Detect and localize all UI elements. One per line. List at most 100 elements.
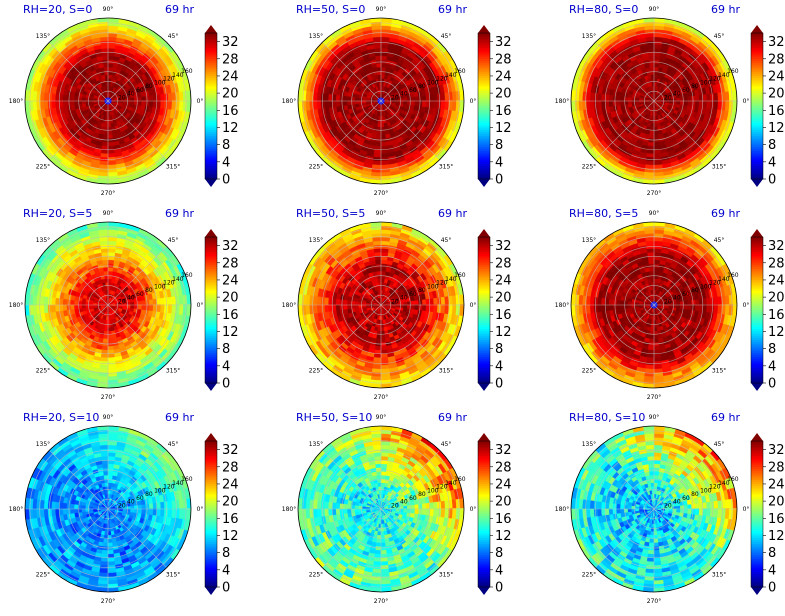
angle-tick-label: 180° bbox=[282, 98, 296, 105]
colorbar-tick-label: 20 bbox=[768, 87, 785, 102]
colorbar-tick-label: 12 bbox=[222, 121, 239, 136]
angle-tick-label: 270° bbox=[647, 190, 661, 197]
colorbar-extend-max bbox=[205, 25, 217, 33]
panel-title-right: 69 hr bbox=[165, 207, 194, 220]
colorbar-tick-label: 32 bbox=[222, 239, 239, 254]
angle-tick-label: 135° bbox=[36, 237, 50, 244]
colorbar-tick-label: 16 bbox=[222, 104, 239, 119]
radial-tick-label: 80 bbox=[418, 83, 426, 90]
polar-grid-1 bbox=[25, 18, 191, 184]
polar-grid-3 bbox=[571, 18, 737, 184]
colorbar-tick-label: 0 bbox=[222, 377, 230, 392]
panel-title-left: RH=20, S=5 bbox=[23, 207, 92, 220]
radial-tick-label: 80 bbox=[145, 83, 153, 90]
colorbar-tick-label: 32 bbox=[768, 35, 785, 50]
angle-tick-label: 315° bbox=[439, 163, 453, 170]
colorbar-tick-label: 8 bbox=[495, 138, 503, 153]
radial-tick-label: 160 bbox=[454, 68, 466, 75]
colorbar-tick-label: 8 bbox=[222, 342, 230, 357]
angle-tick-label: 180° bbox=[555, 98, 569, 105]
colorbar-tick-label: 24 bbox=[222, 273, 239, 288]
colorbar-tick-label: 0 bbox=[495, 173, 503, 188]
angle-tick-label: 225° bbox=[36, 367, 50, 374]
panel-title-right: 69 hr bbox=[711, 3, 740, 16]
radial-tick-label: 160 bbox=[727, 68, 739, 75]
radial-tick-label: 160 bbox=[181, 272, 193, 279]
panel-5: 2040608010012014016090°45°0°315°270°225°… bbox=[282, 207, 512, 401]
colorbar-extend-min bbox=[205, 383, 217, 391]
colorbar-tick-label: 28 bbox=[222, 256, 239, 271]
angle-tick-label: 135° bbox=[36, 33, 50, 40]
colorbar-3: 0 4 8 12 16 20 24 28 32 bbox=[751, 25, 785, 188]
colorbar-tick-label: 32 bbox=[495, 35, 512, 50]
radial-tick-label: 20 bbox=[118, 94, 126, 101]
panel-4: 2040608010012014016090°45°0°315°270°225°… bbox=[9, 207, 239, 401]
angle-tick-label: 0° bbox=[197, 98, 204, 105]
colorbar-extend-max bbox=[205, 229, 217, 237]
colorbar-tick-label: 4 bbox=[222, 359, 230, 374]
angle-tick-label: 315° bbox=[166, 163, 180, 170]
angle-tick-label: 90° bbox=[649, 6, 660, 13]
angle-tick-label: 90° bbox=[103, 6, 114, 13]
radial-tick-label: 20 bbox=[664, 94, 672, 101]
polar-grid-4 bbox=[25, 222, 191, 388]
panel-title-left: RH=80, S=0 bbox=[569, 3, 638, 16]
colorbar-tick-label: 8 bbox=[222, 138, 230, 153]
radial-tick-label: 60 bbox=[136, 87, 144, 94]
panel-title-left: RH=20, S=0 bbox=[23, 3, 92, 16]
radial-tick-label: 40 bbox=[400, 91, 408, 98]
angle-tick-label: 0° bbox=[470, 98, 477, 105]
colorbar-tick-label: 0 bbox=[768, 173, 776, 188]
angle-tick-label: 0° bbox=[743, 98, 750, 105]
colorbar-tick-label: 20 bbox=[222, 291, 239, 306]
colorbar-extend-max bbox=[751, 25, 763, 33]
radial-tick-label: 40 bbox=[127, 91, 135, 98]
colorbar-tick-label: 28 bbox=[495, 52, 512, 67]
colorbar-tick-label: 0 bbox=[222, 173, 230, 188]
angle-tick-label: 45° bbox=[441, 33, 452, 40]
panel-title-right: 69 hr bbox=[438, 3, 467, 16]
panel-title-right: 69 hr bbox=[165, 3, 194, 16]
colorbar-tick-label: 8 bbox=[768, 138, 776, 153]
angle-tick-label: 135° bbox=[582, 33, 596, 40]
panel-title-left: RH=50, S=0 bbox=[296, 3, 365, 16]
angle-tick-label: 135° bbox=[309, 33, 323, 40]
colorbar-tick-label: 32 bbox=[222, 35, 239, 50]
angle-tick-label: 225° bbox=[309, 163, 323, 170]
colorbar-extend-min bbox=[478, 179, 490, 187]
colorbar-tick-label: 28 bbox=[768, 52, 785, 67]
radial-tick-label: 60 bbox=[682, 87, 690, 94]
angle-tick-label: 45° bbox=[168, 237, 179, 244]
panel-1: 2040608010012014016090°45°0°315°270°225°… bbox=[9, 3, 239, 197]
angle-tick-label: 180° bbox=[9, 98, 23, 105]
angle-tick-label: 180° bbox=[9, 302, 23, 309]
colorbar-4: 0 4 8 12 16 20 24 28 32 bbox=[205, 229, 239, 392]
angle-tick-label: 90° bbox=[376, 6, 387, 13]
colorbar-extend-max bbox=[478, 25, 490, 33]
angle-tick-label: 225° bbox=[582, 163, 596, 170]
colorbar-tick-label: 4 bbox=[768, 155, 776, 170]
angle-tick-label: 90° bbox=[103, 210, 114, 217]
colorbar-tick-label: 28 bbox=[222, 52, 239, 67]
radial-tick-label: 60 bbox=[409, 87, 417, 94]
radial-tick-label: 20 bbox=[391, 94, 399, 101]
radial-tick-label: 40 bbox=[673, 91, 681, 98]
angle-tick-label: 0° bbox=[197, 302, 204, 309]
angle-tick-label: 315° bbox=[712, 163, 726, 170]
colorbar-extend-min bbox=[205, 179, 217, 187]
colorbar-tick-label: 12 bbox=[768, 121, 785, 136]
angle-tick-label: 225° bbox=[36, 163, 50, 170]
colorbar-tick-label: 24 bbox=[222, 69, 239, 84]
colorbar-tick-label: 20 bbox=[495, 87, 512, 102]
colorbar-tick-label: 12 bbox=[222, 325, 239, 340]
angle-tick-label: 45° bbox=[714, 33, 725, 40]
colorbar-tick-label: 24 bbox=[768, 69, 785, 84]
angle-tick-label: 270° bbox=[374, 190, 388, 197]
angle-tick-label: 45° bbox=[168, 33, 179, 40]
colorbar-tick-label: 16 bbox=[222, 308, 239, 323]
colorbar-tick-label: 16 bbox=[768, 104, 785, 119]
angle-tick-label: 315° bbox=[166, 367, 180, 374]
panel-2: 2040608010012014016090°45°0°315°270°225°… bbox=[282, 3, 512, 197]
